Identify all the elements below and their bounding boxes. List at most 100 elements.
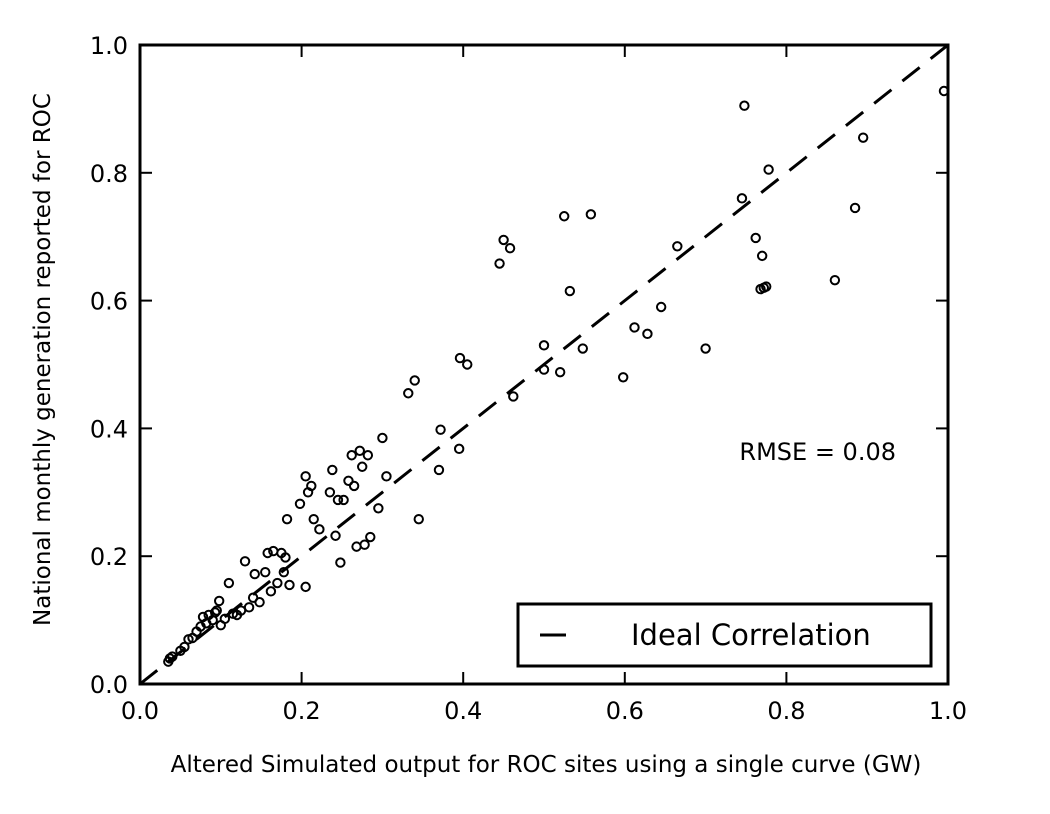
data-point	[462, 359, 473, 370]
x-tick-label: 0.4	[444, 697, 482, 725]
data-point	[435, 424, 446, 435]
data-point	[343, 475, 354, 486]
data-point	[354, 445, 365, 456]
data-point	[381, 471, 392, 482]
data-point	[300, 581, 311, 593]
x-tick-label: 0.8	[767, 697, 805, 725]
data-point	[314, 524, 325, 535]
data-point	[655, 301, 667, 313]
data-point	[335, 557, 346, 568]
data-point	[504, 243, 516, 254]
data-point	[739, 100, 750, 111]
data-point	[453, 443, 465, 455]
data-point	[538, 340, 550, 351]
data-point	[736, 193, 748, 204]
y-tick-label: 0.6	[90, 288, 128, 316]
data-point	[346, 450, 357, 461]
data-point	[249, 568, 260, 580]
data-point	[211, 605, 222, 616]
data-point	[308, 513, 319, 525]
data-point	[577, 343, 588, 354]
data-point	[300, 471, 311, 482]
data-point	[278, 566, 290, 578]
data-point	[373, 503, 384, 514]
data-point	[829, 274, 841, 286]
data-point	[330, 530, 341, 541]
y-tick-label: 0.8	[90, 160, 128, 188]
data-point	[265, 586, 277, 597]
data-point	[281, 513, 293, 525]
data-point	[338, 494, 349, 506]
data-point	[700, 343, 711, 354]
x-tick-label: 0.2	[283, 697, 321, 725]
data-point	[763, 164, 774, 175]
y-tick-label: 0.4	[90, 415, 128, 443]
data-point	[629, 322, 640, 333]
data-point	[280, 552, 291, 563]
x-tick-label: 1.0	[929, 697, 967, 725]
data-point	[179, 641, 190, 653]
data-point	[243, 602, 255, 613]
data-point	[213, 595, 225, 607]
x-axis-label: Altered Simulated output for ROC sites u…	[171, 752, 922, 778]
data-point	[359, 539, 370, 550]
y-axis-label: National monthly generation reported for…	[30, 93, 56, 626]
legend-box	[516, 602, 933, 668]
data-point	[498, 234, 509, 246]
data-point	[672, 241, 683, 252]
data-point	[260, 566, 271, 578]
data-point	[756, 250, 768, 262]
data-point	[223, 577, 235, 589]
data-point	[262, 547, 273, 559]
data-point	[362, 450, 374, 461]
data-point	[554, 366, 566, 378]
legend: Ideal Correlation	[516, 602, 933, 668]
data-point	[642, 328, 653, 340]
data-point	[585, 209, 597, 220]
x-tick-label: 0.6	[606, 697, 644, 725]
data-point	[433, 464, 445, 476]
data-point	[219, 613, 231, 625]
rmse-annotation: RMSE = 0.08	[739, 438, 896, 466]
legend-label: Ideal Correlation	[631, 618, 871, 652]
data-point	[849, 202, 861, 214]
data-point	[294, 498, 306, 510]
y-tick-label: 1.0	[90, 32, 128, 60]
data-point	[494, 258, 505, 269]
data-point	[327, 464, 338, 476]
axis-ticks	[139, 44, 949, 685]
data-point	[403, 388, 414, 399]
data-point	[564, 285, 576, 297]
data-point	[413, 513, 424, 525]
y-tick-label: 0.0	[90, 671, 128, 699]
axis-tick-labels: 0.0 0.2 0.4 0.6 0.8 1.0 0.0 0.2 0.4 0.6 0.8 1.0	[90, 32, 967, 725]
data-point	[559, 211, 570, 222]
data-point	[254, 597, 265, 608]
data-point	[750, 232, 761, 244]
data-point	[857, 132, 869, 143]
data-point	[348, 480, 360, 492]
data-points-layer	[163, 85, 950, 667]
data-point	[272, 577, 283, 589]
data-point	[209, 607, 221, 618]
data-point	[324, 487, 336, 498]
x-tick-label: 0.0	[121, 697, 159, 725]
data-point	[284, 579, 295, 591]
data-point	[306, 480, 317, 492]
data-point	[454, 352, 466, 364]
data-point	[409, 375, 420, 386]
data-point	[617, 372, 629, 383]
plot-frame	[138, 43, 950, 686]
y-tick-label: 0.2	[90, 543, 128, 571]
data-point	[351, 541, 362, 552]
data-point	[508, 391, 519, 402]
ideal-correlation-line	[139, 43, 949, 686]
data-point	[365, 531, 376, 543]
data-point	[357, 461, 368, 472]
data-point	[377, 432, 388, 444]
data-point	[332, 494, 344, 506]
data-point	[239, 556, 251, 567]
data-point	[761, 281, 772, 292]
